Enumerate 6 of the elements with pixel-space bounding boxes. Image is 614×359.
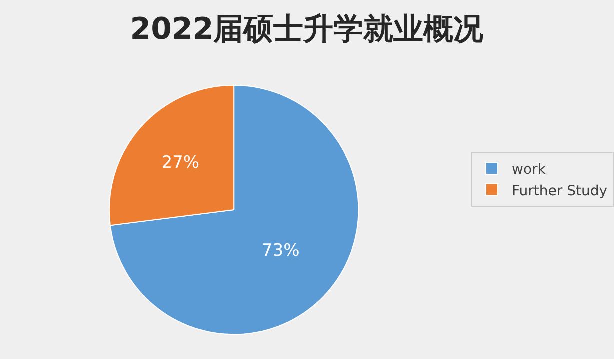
data-label: 73% (262, 241, 300, 262)
legend-label: Further Study (512, 183, 608, 200)
pie-slice (110, 84, 360, 336)
data-label: 27% (162, 152, 200, 173)
legend-label: work (512, 162, 547, 178)
chart-title: 2022届硕士升学就业概况 (130, 12, 485, 47)
